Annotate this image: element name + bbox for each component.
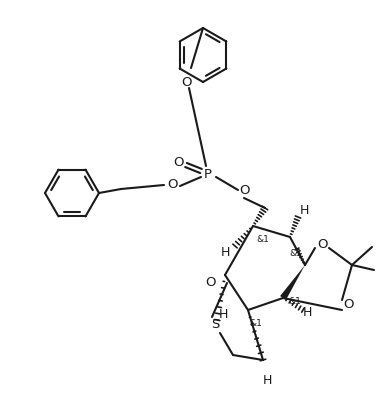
- Text: S: S: [211, 319, 219, 332]
- Text: H: H: [218, 309, 228, 322]
- Text: O: O: [206, 277, 216, 290]
- Text: &1: &1: [257, 235, 269, 245]
- Text: H: H: [262, 374, 272, 386]
- Text: &1: &1: [250, 319, 262, 329]
- Text: P: P: [204, 168, 212, 181]
- Text: &1: &1: [289, 248, 302, 258]
- Text: H: H: [302, 305, 312, 319]
- Text: O: O: [173, 156, 183, 169]
- Text: H: H: [220, 245, 230, 258]
- Text: O: O: [344, 297, 354, 310]
- Text: O: O: [167, 178, 177, 191]
- Text: O: O: [239, 183, 249, 196]
- Text: O: O: [317, 238, 327, 252]
- Polygon shape: [280, 265, 305, 300]
- Text: &1: &1: [289, 297, 301, 307]
- Text: H: H: [299, 205, 309, 218]
- Text: O: O: [182, 75, 192, 89]
